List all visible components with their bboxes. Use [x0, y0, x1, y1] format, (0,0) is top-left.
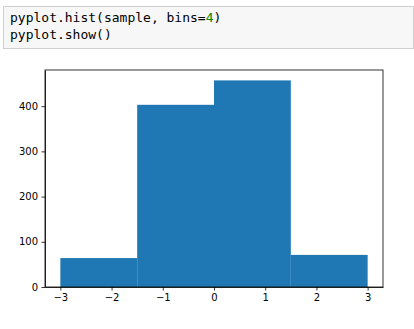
tick-mark [42, 242, 46, 243]
histogram-bar [291, 255, 368, 287]
page: pyplot.hist(sample, bins=4) pyplot.show()… [0, 0, 414, 329]
bars [60, 80, 367, 287]
tick-mark [60, 287, 61, 291]
code-cell-box [4, 7, 414, 49]
tick: 400 [19, 101, 45, 112]
tick-label: −2 [105, 292, 120, 303]
code-line: pyplot.hist(sample, bins=4) [10, 10, 221, 25]
tick-mark [42, 197, 46, 198]
tick-mark [42, 151, 46, 152]
tick-label: 2 [314, 292, 320, 303]
tick-mark [42, 106, 46, 107]
tick-mark [368, 287, 369, 291]
histogram-bar [137, 105, 214, 287]
tick-label: 0 [211, 292, 217, 303]
tick: −3 [53, 287, 68, 303]
y-axis: 0 100 200 300 400 [19, 71, 46, 293]
tick-mark [112, 287, 113, 291]
code-cell: pyplot.hist(sample, bins=4) pyplot.show() [4, 7, 414, 49]
tick: 100 [19, 236, 45, 247]
tick-label: 300 [19, 146, 38, 157]
tick: 2 [314, 287, 320, 303]
tick: 0 [32, 282, 45, 293]
tick-label: 100 [19, 236, 38, 247]
tick-label: 3 [365, 292, 371, 303]
tick-label: −1 [156, 292, 171, 303]
plot-frame [45, 70, 383, 287]
histogram-bar [214, 80, 291, 287]
tick-label: −3 [53, 292, 68, 303]
histogram-bar [60, 258, 137, 287]
tick: −1 [156, 287, 171, 303]
tick-label: 1 [263, 292, 269, 303]
tick-label: 0 [32, 282, 38, 293]
tick-mark [42, 287, 46, 288]
tick: 200 [19, 191, 45, 202]
tick: 1 [263, 287, 269, 303]
tick: 0 [211, 287, 217, 303]
tick-mark [316, 287, 317, 291]
tick: 300 [19, 146, 45, 157]
x-axis: −3 −2 −1 0 1 2 3 [46, 287, 384, 303]
tick: 3 [365, 287, 371, 303]
tick-mark [214, 287, 215, 291]
tick: −2 [105, 287, 120, 303]
tick-mark [265, 287, 266, 291]
code-line: pyplot.show() [10, 27, 112, 42]
tick-label: 200 [19, 191, 38, 202]
tick-label: 400 [19, 101, 38, 112]
tick-mark [163, 287, 164, 291]
